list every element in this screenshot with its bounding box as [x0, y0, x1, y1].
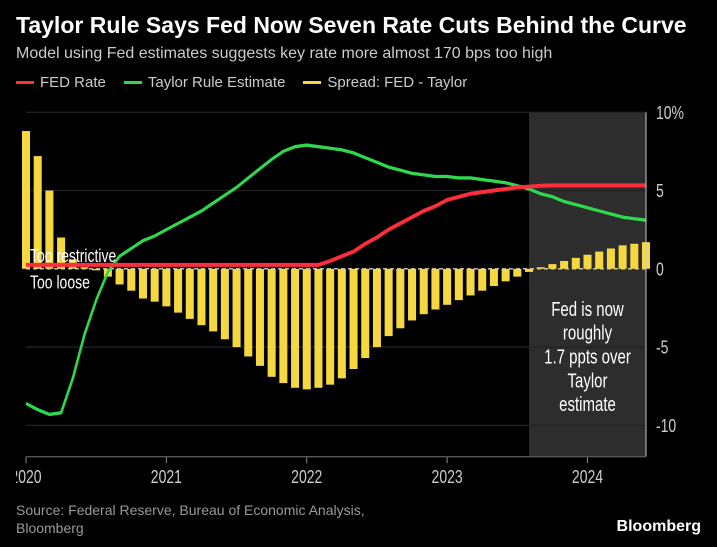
spread-bar — [22, 131, 30, 269]
spread-bar — [139, 268, 147, 298]
spread-bar — [431, 268, 439, 309]
annotation-line: Fed is now — [551, 297, 624, 320]
spread-bar — [420, 268, 428, 313]
zone-label-below: Too loose — [30, 272, 90, 292]
spread-bar — [513, 268, 521, 276]
legend-item-spread: Spread: FED - Taylor — [303, 74, 467, 91]
spread-bar — [455, 268, 463, 299]
spread-bar — [92, 268, 100, 270]
source-text: Source: Federal Reserve, Bureau of Econo… — [16, 502, 436, 537]
chart-svg: 10% 5 0 -5 -10 2020 2021 2022 2023 2024 Too restri… — [16, 99, 701, 496]
spread-bar — [314, 268, 322, 387]
annotation-line: 1.7 ppts over — [544, 345, 631, 368]
annotation-line: roughly — [563, 321, 612, 344]
legend: FED Rate Taylor Rule Estimate Spread: FE… — [16, 74, 701, 91]
spread-bar — [385, 268, 393, 335]
spread-bar — [221, 268, 229, 338]
spread-bar — [467, 268, 475, 295]
spread-bar — [478, 268, 486, 290]
chart-area: 10% 5 0 -5 -10 2020 2021 2022 2023 2024 Too restri… — [16, 99, 701, 496]
spread-bar — [408, 268, 416, 320]
legend-item-fed: FED Rate — [16, 74, 106, 91]
legend-swatch-fed — [16, 81, 34, 84]
spread-bar — [350, 268, 358, 368]
x-tick-label: 2024 — [572, 467, 603, 487]
spread-bar — [197, 268, 205, 324]
spread-bar — [619, 245, 627, 268]
spread-bar — [116, 268, 124, 284]
x-tick-label: 2021 — [151, 467, 182, 487]
y-tick-label: -5 — [656, 337, 668, 357]
legend-swatch-spread — [303, 81, 321, 84]
spread-bar — [396, 268, 404, 327]
spread-bar — [361, 268, 369, 357]
y-tick-label: 5 — [656, 181, 664, 201]
spread-bar — [162, 268, 170, 306]
x-tick-label: 2020 — [16, 467, 42, 487]
spread-bar — [186, 268, 194, 318]
spread-bar — [151, 268, 159, 301]
spread-bar — [560, 261, 568, 269]
spread-bar — [209, 268, 217, 331]
spread-bar — [268, 268, 276, 376]
x-tick-label: 2023 — [432, 467, 463, 487]
spread-bar — [548, 264, 556, 269]
spread-bar — [373, 268, 381, 346]
chart-title: Taylor Rule Says Fed Now Seven Rate Cuts… — [16, 12, 701, 40]
y-tick-label: 0 — [656, 259, 664, 279]
spread-bar — [490, 268, 498, 285]
legend-item-taylor: Taylor Rule Estimate — [124, 74, 286, 91]
spread-bar — [80, 267, 88, 269]
spread-bar — [572, 257, 580, 268]
spread-bar — [291, 268, 299, 387]
annotation-line: estimate — [559, 393, 616, 416]
spread-bar — [595, 251, 603, 268]
x-tick-label: 2022 — [291, 467, 322, 487]
y-tick-label: 10% — [656, 103, 684, 123]
legend-label-taylor: Taylor Rule Estimate — [148, 74, 286, 91]
spread-bar — [583, 254, 591, 268]
spread-bar — [630, 243, 638, 268]
brand-logo: Bloomberg — [617, 517, 701, 537]
spread-bar — [174, 268, 182, 312]
spread-bar — [233, 268, 241, 346]
spread-bar — [537, 267, 545, 269]
spread-bar — [607, 248, 615, 268]
footer: Source: Federal Reserve, Bureau of Econo… — [16, 502, 701, 537]
spread-bar — [127, 268, 135, 290]
y-tick-label: -10 — [656, 416, 676, 436]
legend-label-spread: Spread: FED - Taylor — [327, 74, 467, 91]
zone-label-above: Too restrictive — [30, 246, 116, 266]
chart-container: Taylor Rule Says Fed Now Seven Rate Cuts… — [0, 0, 717, 547]
spread-bar — [525, 268, 533, 271]
chart-subtitle: Model using Fed estimates suggests key r… — [16, 44, 701, 64]
spread-bar — [326, 268, 334, 384]
annotation-line: Taylor — [568, 369, 608, 392]
spread-bar — [244, 268, 252, 356]
spread-bar — [279, 268, 287, 382]
spread-bar — [443, 268, 451, 304]
legend-swatch-taylor — [124, 81, 142, 84]
spread-bar — [256, 268, 264, 365]
spread-bar — [338, 268, 346, 378]
spread-bar — [303, 268, 311, 389]
legend-label-fed: FED Rate — [40, 74, 106, 91]
spread-bar — [502, 268, 510, 281]
